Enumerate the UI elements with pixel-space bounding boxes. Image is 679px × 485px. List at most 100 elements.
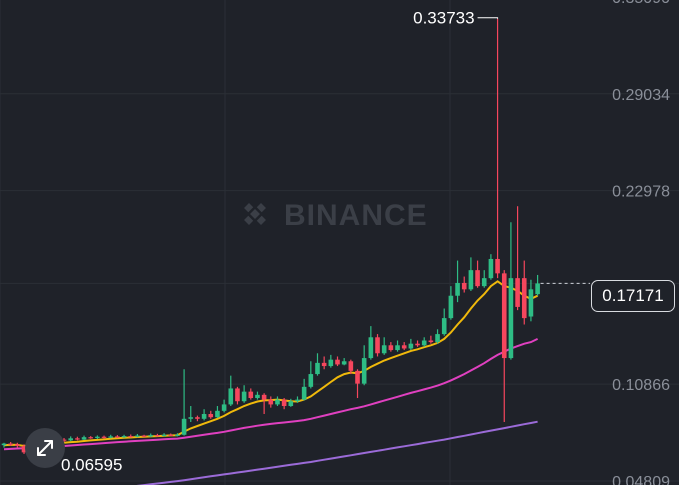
candle-body [115, 436, 120, 438]
max-leader-line [477, 17, 499, 19]
candle-body [528, 289, 534, 317]
binance-logo-icon [244, 203, 266, 225]
y-tick-label: 0.29034 [612, 87, 670, 104]
max-annotation: 0.33733 [413, 9, 499, 28]
candle [395, 340, 400, 352]
candles [1, 18, 540, 454]
candle-body [321, 362, 327, 367]
candle-body [208, 414, 214, 418]
candle-body [135, 435, 140, 437]
candle-body [368, 337, 374, 359]
candle-body [88, 437, 94, 439]
candle-body [261, 394, 267, 400]
candle [188, 406, 194, 423]
candle [115, 435, 120, 438]
candle-body [488, 258, 494, 279]
candle [281, 398, 287, 410]
candle [88, 436, 94, 439]
candle [15, 442, 20, 448]
candle-body [275, 399, 280, 405]
candle [161, 433, 167, 437]
candle [101, 435, 107, 439]
candle [375, 334, 380, 357]
candle [268, 396, 274, 408]
candle-body [175, 434, 180, 436]
candle-body [295, 399, 300, 402]
candle [155, 433, 160, 437]
candle [495, 18, 500, 279]
candle [441, 308, 447, 336]
candle [501, 270, 507, 423]
candle-body [361, 358, 367, 384]
candle [421, 337, 427, 347]
candle [195, 415, 200, 422]
candle [521, 260, 527, 325]
candle-body [415, 343, 420, 346]
candle-body [395, 345, 400, 351]
candle-body [161, 434, 167, 436]
candle [528, 279, 534, 322]
candle-body [388, 345, 394, 351]
candle [355, 369, 360, 399]
candle [121, 434, 127, 438]
watermark-text: BINANCE [284, 199, 428, 232]
candle [21, 444, 27, 454]
candle [168, 433, 174, 437]
candle [368, 326, 374, 360]
candle [141, 434, 147, 438]
candle [388, 342, 394, 352]
candle-body [441, 318, 447, 335]
candle-body [201, 414, 207, 419]
candle [215, 406, 220, 419]
candle [181, 369, 187, 436]
candle-body [81, 437, 87, 440]
candle [295, 396, 300, 403]
candle-body [315, 362, 320, 375]
candle [435, 329, 440, 344]
min-price-label: 0.06595 [61, 455, 122, 474]
candle-body [61, 439, 67, 441]
candle-body [148, 435, 154, 437]
candle-body [461, 282, 467, 290]
candle [481, 270, 487, 288]
max-price-label: 0.33733 [413, 9, 474, 28]
candle [148, 433, 154, 438]
candle-body [228, 388, 234, 405]
candle-body [75, 438, 80, 440]
candle-body [288, 401, 294, 407]
candle [401, 342, 407, 351]
candle [361, 345, 367, 386]
candle [261, 393, 267, 415]
candle [468, 257, 474, 291]
candle-body [381, 345, 387, 354]
candle-body [248, 391, 254, 399]
candle-body [108, 436, 114, 438]
candle [341, 358, 347, 366]
candle-body [8, 443, 13, 445]
candle-body [1, 443, 7, 446]
candle-body [241, 391, 247, 402]
candle [328, 354, 334, 368]
candle [335, 356, 340, 367]
expand-chart-button[interactable] [25, 428, 65, 468]
candle-body [95, 436, 100, 438]
candle-body [301, 386, 307, 400]
candle [241, 385, 247, 403]
candle-body [141, 435, 147, 437]
candle [301, 378, 307, 401]
candle [381, 337, 387, 355]
candle-body [195, 417, 200, 419]
candle [475, 260, 480, 288]
candle-body [521, 278, 527, 319]
candle-body [495, 258, 500, 274]
candle [1, 442, 7, 448]
candle-body [188, 417, 194, 419]
candle-body [535, 283, 540, 295]
min-annotation: 0.06595 [61, 455, 122, 474]
candle-body [448, 295, 454, 319]
candle [108, 434, 114, 439]
moving-average-line [3, 280, 539, 448]
candle [461, 276, 467, 293]
moving-average-line [136, 420, 538, 485]
candle [348, 359, 354, 375]
